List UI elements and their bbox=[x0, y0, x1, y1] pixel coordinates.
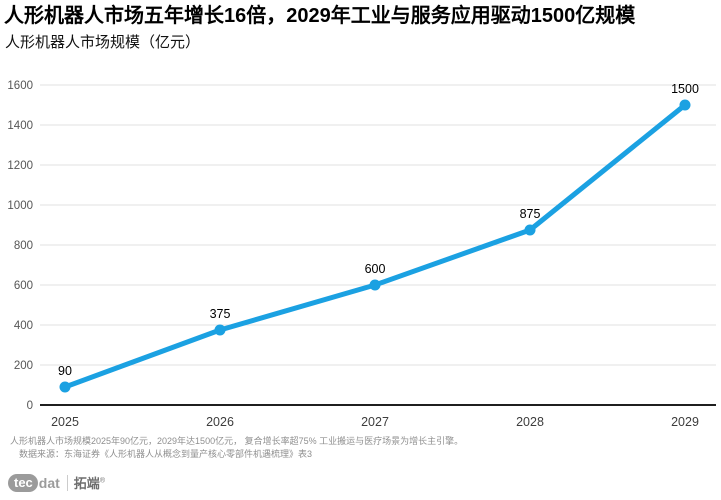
page-title: 人形机器人市场五年增长16倍，2029年工业与服务应用驱动1500亿规模 bbox=[4, 5, 636, 27]
data-point-label: 600 bbox=[365, 262, 386, 276]
y-axis-tick-label: 1000 bbox=[7, 200, 33, 212]
chart-subtitle: 人形机器人市场规模（亿元） bbox=[5, 35, 201, 51]
footnote-source: 数据来源：东海证券《人形机器人从概念到量产核心零部件机遇梳理》表3 bbox=[19, 449, 313, 459]
data-point-marker bbox=[214, 324, 226, 336]
y-axis-tick-label: 1600 bbox=[7, 80, 33, 92]
x-axis-tick-label: 2026 bbox=[206, 415, 234, 429]
x-axis-tick-label: 2025 bbox=[51, 415, 79, 429]
x-axis-tick-label: 2028 bbox=[516, 415, 544, 429]
data-point-label: 90 bbox=[58, 364, 72, 378]
data-point-label: 1500 bbox=[671, 82, 699, 96]
data-point-label: 375 bbox=[210, 307, 231, 321]
logo-registered-mark: ® bbox=[99, 477, 105, 485]
market-size-line-chart: 0 200 400 600 800 1000 1200 1400 1600 2025 2026 202… bbox=[7, 80, 716, 429]
logo-cn-label: 拓端 bbox=[73, 475, 100, 491]
y-axis-tick-label: 1200 bbox=[7, 160, 33, 172]
y-axis-tick-label: 600 bbox=[14, 280, 33, 292]
logo-tec-badge: tec bbox=[8, 474, 38, 492]
y-axis-tick-label: 0 bbox=[27, 400, 33, 412]
x-axis-tick-label: 2029 bbox=[671, 415, 699, 429]
logo-cn-text: 拓端® bbox=[74, 477, 105, 490]
logo-divider bbox=[66, 475, 68, 491]
data-point-marker bbox=[679, 99, 691, 111]
logo-dat-text: dat bbox=[38, 475, 60, 491]
footnote-summary: 人形机器人市场规模2025年90亿元，2029年达1500亿元， 复合增长率超7… bbox=[10, 436, 464, 446]
tecdat-logo: tec dat 拓端® bbox=[8, 471, 105, 495]
data-point-label: 875 bbox=[520, 207, 541, 221]
data-point-marker bbox=[369, 279, 381, 291]
data-point-marker bbox=[524, 224, 536, 236]
x-axis-tick-label: 2027 bbox=[361, 415, 389, 429]
data-point-marker bbox=[59, 381, 71, 393]
y-axis-tick-label: 200 bbox=[14, 360, 33, 372]
y-axis-tick-label: 1400 bbox=[7, 120, 33, 132]
y-axis-tick-label: 400 bbox=[14, 320, 33, 332]
y-axis-tick-label: 800 bbox=[14, 240, 33, 252]
series-line bbox=[62, 102, 688, 390]
